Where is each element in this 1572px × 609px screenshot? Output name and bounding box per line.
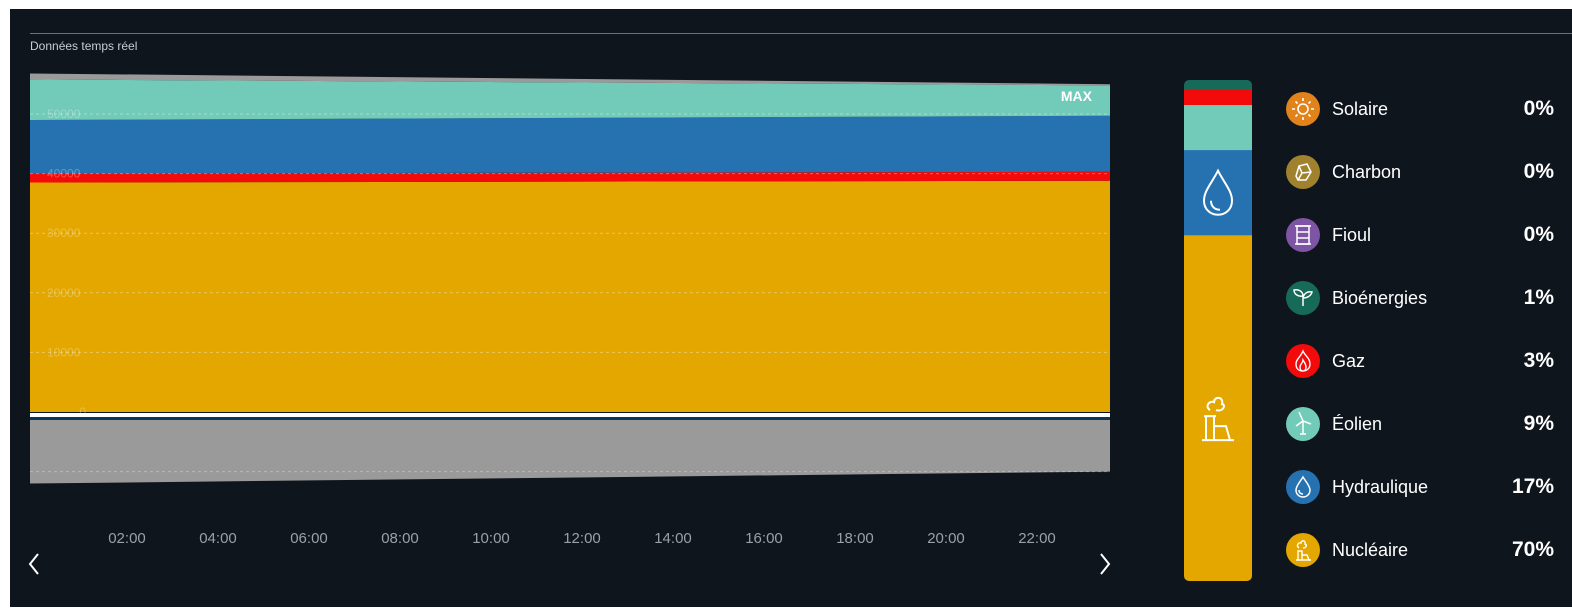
area-nucleaire	[30, 180, 1110, 412]
sprout-icon	[1286, 281, 1320, 315]
area-hydraulique	[30, 115, 1110, 174]
legend-item: Bioénergies 1%	[1284, 280, 1554, 316]
nuclear-plant-icon	[1286, 533, 1320, 567]
legend-value: 1%	[1523, 286, 1554, 309]
chevron-left-icon[interactable]	[24, 549, 44, 579]
x-tick-label: 08:00	[381, 530, 419, 547]
legend-value: 0%	[1523, 223, 1554, 246]
mix-segment-bioenergies	[1184, 80, 1252, 91]
legend-item: Hydraulique 17%	[1284, 469, 1554, 505]
max-label: MAX	[1061, 88, 1093, 104]
legend-item: Charbon 0%	[1284, 154, 1554, 190]
x-tick-label: 10:00	[472, 530, 510, 547]
y-tick-label: 20000	[47, 286, 81, 300]
legend-label: Hydraulique	[1332, 477, 1429, 497]
x-axis-labels: 02:00 04:00 06:00 08:00 10:00 12:00 14:00 16:00…	[108, 530, 1056, 547]
x-tick-label: 14:00	[654, 530, 692, 547]
chart-areas	[30, 73, 1110, 484]
legend-label: Nucléaire	[1332, 540, 1409, 560]
mix-segment-eolien	[1184, 105, 1252, 151]
legend-value: 17%	[1511, 475, 1554, 498]
legend-label: Charbon	[1332, 162, 1402, 182]
zero-line-shadow	[30, 417, 1110, 420]
mix-segment-nucleaire	[1184, 235, 1252, 581]
legend-label: Fioul	[1332, 225, 1372, 245]
legend-label: Gaz	[1332, 351, 1366, 371]
x-tick-label: 12:00	[563, 530, 601, 547]
energy-mix-bar	[1184, 80, 1252, 581]
area-gaz	[30, 171, 1110, 183]
x-tick-label: 02:00	[108, 530, 146, 547]
x-tick-label: 04:00	[199, 530, 237, 547]
sun-icon	[1286, 92, 1320, 126]
header-divider	[30, 33, 1572, 34]
legend-label: Bioénergies	[1332, 288, 1428, 308]
y-tick-label: 40000	[47, 167, 81, 181]
x-tick-label: 16:00	[745, 530, 783, 547]
y-axis-labels: 0 10000 20000 30000 40000 50000	[47, 107, 86, 419]
mix-bar-segments	[1184, 80, 1252, 581]
mix-segment-hydraulique	[1184, 150, 1252, 236]
wind-turbine-icon	[1286, 407, 1320, 441]
area-top-band	[30, 73, 1110, 86]
legend-value: 9%	[1523, 412, 1554, 435]
coal-icon	[1286, 155, 1320, 189]
y-tick-label: 30000	[47, 226, 81, 240]
x-tick-label: 18:00	[836, 530, 874, 547]
area-exchanges	[30, 418, 1110, 484]
area-eolien	[30, 79, 1110, 120]
y-tick-label: 10000	[47, 345, 81, 359]
x-tick-label: 06:00	[290, 530, 328, 547]
legend-value: 70%	[1511, 538, 1554, 561]
y-tick-label: 50000	[47, 107, 81, 121]
legend-value: 0%	[1523, 160, 1554, 183]
legend-value: 0%	[1523, 97, 1554, 120]
drop-icon	[1202, 168, 1234, 216]
legend-label: Éolien	[1332, 414, 1383, 434]
legend-item: Fioul 0%	[1284, 217, 1554, 253]
legend-item: Nucléaire 70%	[1284, 532, 1554, 568]
stacked-area-chart: 0 10000 20000 30000 40000 50000 02:00 04:00 06:…	[30, 73, 1252, 581]
legend-value: 3%	[1523, 349, 1554, 372]
legend-item: Solaire 0%	[1284, 91, 1554, 127]
chart-grid	[30, 113, 1110, 473]
legend-item: Éolien 9%	[1284, 406, 1554, 442]
chevron-right-icon[interactable]	[1095, 549, 1115, 579]
legend-item: Gaz 3%	[1284, 343, 1554, 379]
legend-label: Solaire	[1332, 99, 1389, 119]
mix-segment-gaz	[1184, 90, 1252, 106]
dashboard-panel: Données temps réel 0 10000 20000 30000 40000…	[10, 9, 1572, 607]
x-tick-label: 22:00	[1018, 530, 1056, 547]
zero-line	[30, 413, 1110, 417]
drop-icon	[1286, 470, 1320, 504]
nuclear-plant-icon	[1202, 396, 1234, 442]
x-tick-label: 20:00	[927, 530, 965, 547]
oil-barrel-icon	[1286, 218, 1320, 252]
y-tick-label: 0	[79, 405, 86, 419]
page-title: Données temps réel	[30, 39, 138, 53]
flame-icon	[1286, 344, 1320, 378]
